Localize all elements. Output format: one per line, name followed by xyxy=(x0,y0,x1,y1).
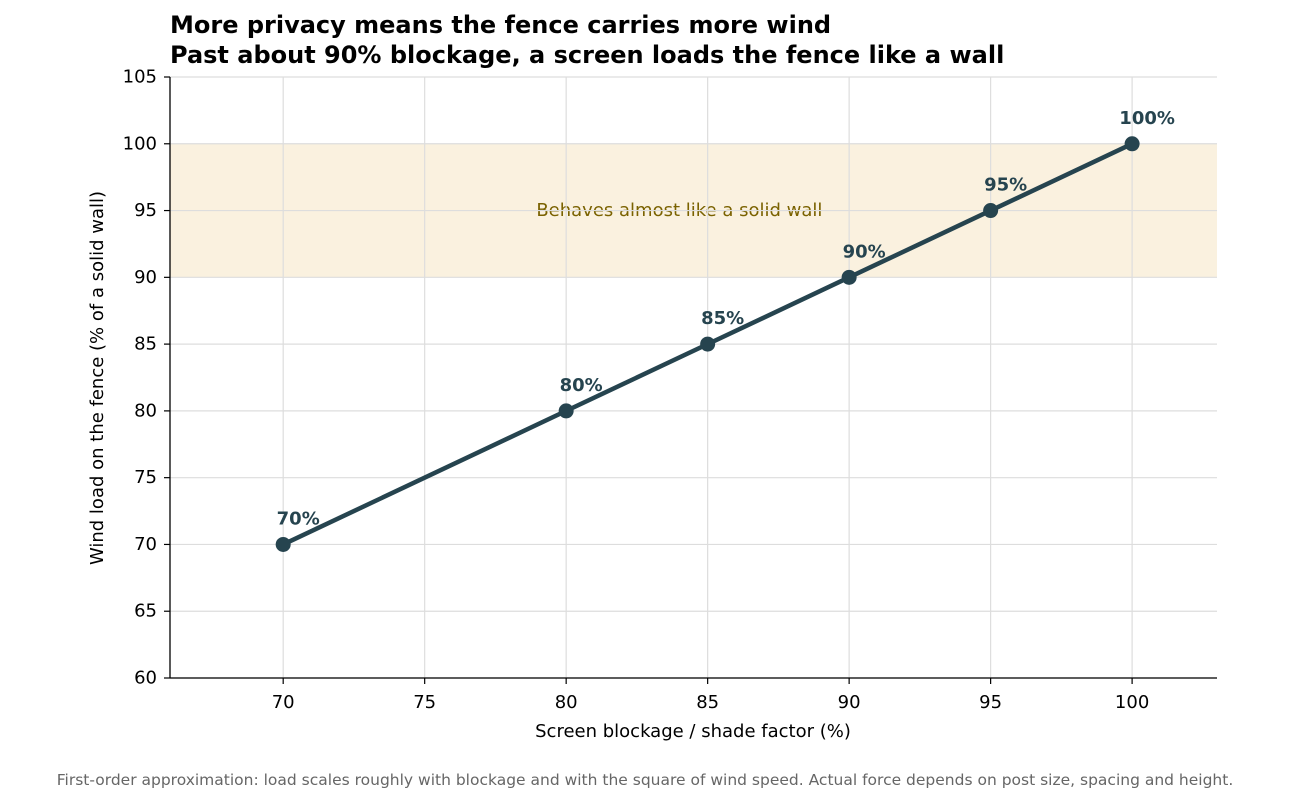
data-label: 90% xyxy=(843,241,886,262)
y-tick-label: 80 xyxy=(134,400,157,421)
x-tick-label: 75 xyxy=(413,692,436,713)
data-label: 85% xyxy=(701,308,744,329)
y-tick-label: 100 xyxy=(123,133,157,154)
y-tick-label: 90 xyxy=(134,267,157,288)
y-tick-label: 105 xyxy=(123,67,157,88)
footnote: First-order approximation: load scales r… xyxy=(56,771,1234,789)
data-label: 100% xyxy=(1119,108,1175,129)
chart-title-line-2: Past about 90% blockage, a screen loads … xyxy=(170,41,1005,69)
chart-title-line-1: More privacy means the fence carries mor… xyxy=(170,11,832,39)
y-tick-label: 95 xyxy=(134,200,157,221)
y-tick-label: 75 xyxy=(134,467,157,488)
data-point xyxy=(700,336,716,352)
data-label: 95% xyxy=(984,175,1027,196)
data-label: 70% xyxy=(277,508,320,529)
data-label: 80% xyxy=(560,375,603,396)
x-tick-label: 90 xyxy=(838,692,861,713)
axes-layer: 70 75 80 85 90 95 100 60 65 70 75 80 85 90 95 100 105 xyxy=(123,67,1217,713)
y-tick-label: 70 xyxy=(134,534,157,555)
data-label-layer: 70% 80% 85% 90% 95% 100% xyxy=(277,108,1175,530)
data-point xyxy=(558,403,574,419)
x-tick-label: 80 xyxy=(555,692,578,713)
series-layer xyxy=(275,136,1140,552)
data-point xyxy=(841,269,857,285)
y-axis-label: Wind load on the fence (% of a solid wal… xyxy=(87,191,108,565)
grid-layer xyxy=(170,76,1217,679)
chart-title: More privacy means the fence carries mor… xyxy=(170,10,1004,70)
x-tick-label: 95 xyxy=(979,692,1002,713)
data-point xyxy=(1124,136,1140,152)
y-tick-label: 85 xyxy=(134,334,157,355)
data-point xyxy=(983,203,999,219)
x-tick-label: 85 xyxy=(696,692,719,713)
data-point xyxy=(275,536,291,552)
x-tick-label: 70 xyxy=(272,692,295,713)
series-line xyxy=(280,141,1135,547)
x-axis-label: Screen blockage / shade factor (%) xyxy=(535,721,851,742)
y-tick-label: 60 xyxy=(134,668,157,689)
y-tick-label: 65 xyxy=(134,601,157,622)
x-tick-label: 100 xyxy=(1115,692,1149,713)
